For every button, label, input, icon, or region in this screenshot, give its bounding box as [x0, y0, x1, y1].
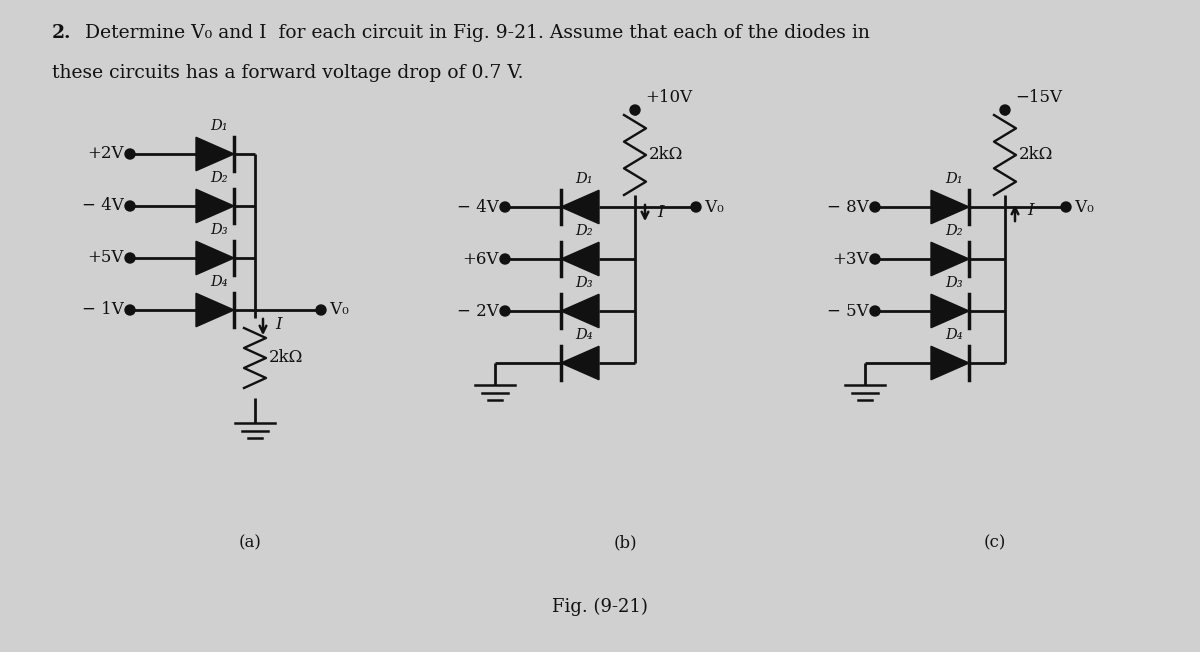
Text: − 2V: − 2V: [457, 303, 499, 319]
Text: − 5V: − 5V: [827, 303, 869, 319]
Polygon shape: [931, 346, 970, 379]
Text: (c): (c): [984, 534, 1006, 551]
Text: V₀: V₀: [325, 301, 349, 318]
Text: D₃: D₃: [210, 223, 228, 237]
Circle shape: [500, 254, 510, 264]
Polygon shape: [562, 190, 599, 224]
Polygon shape: [196, 189, 234, 223]
Text: D₁: D₁: [575, 172, 593, 186]
Text: these circuits has a forward voltage drop of 0.7 V.: these circuits has a forward voltage dro…: [52, 64, 523, 82]
Circle shape: [1061, 202, 1072, 212]
Text: +3V: +3V: [833, 250, 869, 267]
Text: D₁: D₁: [210, 119, 228, 133]
Text: +6V: +6V: [463, 250, 499, 267]
Polygon shape: [931, 243, 970, 276]
Text: D₄: D₄: [210, 275, 228, 289]
Text: Fig. (9-21): Fig. (9-21): [552, 598, 648, 616]
Text: D₃: D₃: [946, 276, 962, 290]
Polygon shape: [562, 346, 599, 379]
Polygon shape: [196, 138, 234, 171]
Text: D₂: D₂: [210, 171, 228, 185]
Text: I: I: [658, 204, 664, 221]
Text: − 4V: − 4V: [83, 198, 124, 215]
Polygon shape: [931, 190, 970, 224]
Circle shape: [630, 105, 640, 115]
Text: Determine V₀ and I  for each circuit in Fig. 9-21. Assume that each of the diode: Determine V₀ and I for each circuit in F…: [85, 24, 870, 42]
Text: +5V: +5V: [88, 250, 124, 267]
Circle shape: [870, 254, 880, 264]
Text: − 1V: − 1V: [83, 301, 124, 318]
Text: − 4V: − 4V: [457, 198, 499, 216]
Circle shape: [870, 202, 880, 212]
Circle shape: [125, 253, 134, 263]
Text: +10V: +10V: [646, 89, 692, 106]
Text: +2V: +2V: [88, 145, 124, 162]
Polygon shape: [562, 243, 599, 276]
Circle shape: [125, 305, 134, 315]
Circle shape: [316, 305, 326, 315]
Circle shape: [1000, 105, 1010, 115]
Polygon shape: [196, 241, 234, 274]
Text: D₄: D₄: [946, 328, 962, 342]
Text: (a): (a): [239, 534, 262, 551]
Text: D₂: D₂: [946, 224, 962, 238]
Text: V₀: V₀: [1070, 198, 1093, 216]
Text: −15V: −15V: [1015, 89, 1062, 106]
Text: 2.: 2.: [52, 24, 72, 42]
Circle shape: [500, 306, 510, 316]
Text: − 8V: − 8V: [827, 198, 869, 216]
Circle shape: [125, 201, 134, 211]
Circle shape: [125, 149, 134, 159]
Text: V₀: V₀: [700, 198, 724, 216]
Text: D₁: D₁: [946, 172, 962, 186]
Text: D₄: D₄: [575, 328, 593, 342]
Text: D₃: D₃: [575, 276, 593, 290]
Text: 2kΩ: 2kΩ: [649, 147, 683, 164]
Polygon shape: [931, 294, 970, 328]
Circle shape: [500, 202, 510, 212]
Polygon shape: [562, 294, 599, 328]
Circle shape: [691, 202, 701, 212]
Text: I: I: [1027, 202, 1033, 219]
Circle shape: [870, 306, 880, 316]
Text: 2kΩ: 2kΩ: [269, 349, 304, 366]
Text: (b): (b): [613, 534, 637, 551]
Text: D₂: D₂: [575, 224, 593, 238]
Text: 2kΩ: 2kΩ: [1019, 147, 1054, 164]
Text: I: I: [275, 316, 282, 333]
Polygon shape: [196, 293, 234, 327]
